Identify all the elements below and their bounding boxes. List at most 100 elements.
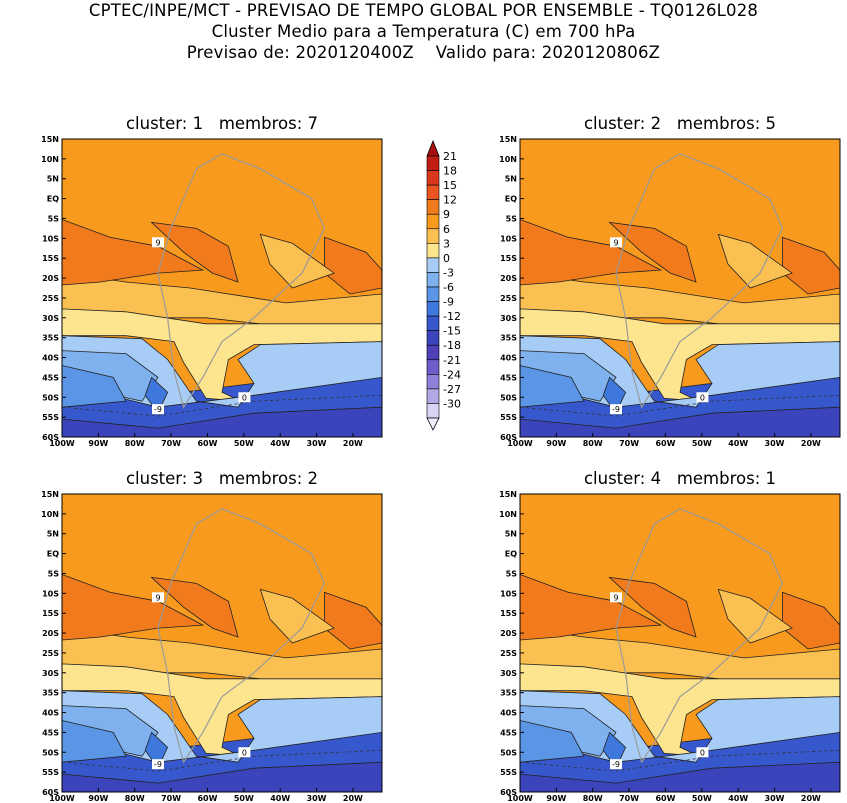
color-bar-label: 9: [443, 208, 450, 221]
color-bar-swatch: [426, 272, 440, 288]
lon-tick-label: 70W: [161, 439, 181, 448]
map-panel-1: 9 0 -9: [62, 139, 382, 437]
lat-tick-label: 5N: [47, 175, 59, 184]
color-bar-swatch: [426, 228, 440, 244]
lat-tick-label: 40S: [500, 709, 517, 718]
lon-tick-label: 80W: [583, 794, 603, 803]
contour-label: 9: [155, 593, 160, 602]
lat-tick-label: 10S: [500, 234, 517, 243]
lon-tick-label: 20W: [801, 439, 821, 448]
color-bar-swatch: [426, 301, 440, 317]
lat-tick-label: 25S: [42, 649, 59, 658]
color-bar-swatch: [426, 344, 440, 361]
panel-1-title: cluster: 1 membros: 7: [125, 114, 319, 133]
lat-tick-label: 15S: [500, 609, 517, 618]
lon-tick-label: 60W: [655, 439, 675, 448]
lon-tick-label: 90W: [88, 439, 108, 448]
lon-tick-label: 30W: [765, 794, 785, 803]
color-bar-label: -21: [443, 354, 461, 367]
lon-tick-label: 100W: [49, 439, 75, 448]
contour-label: 0: [242, 393, 247, 402]
lon-tick-label: 40W: [728, 794, 748, 803]
lat-tick-label: 20S: [42, 629, 59, 638]
color-bar-label: 15: [443, 179, 457, 192]
lat-tick-label: 60S: [500, 788, 517, 797]
lon-tick-label: 30W: [765, 439, 785, 448]
lon-tick-label: 20W: [343, 794, 363, 803]
lon-tick-label: 80W: [583, 439, 603, 448]
lat-tick-label: 40S: [42, 709, 59, 718]
lat-tick-label: 55S: [42, 413, 59, 422]
color-bar-label: -30: [443, 397, 461, 410]
lat-tick-label: 45S: [42, 373, 59, 382]
lat-tick-label: 50S: [42, 393, 59, 402]
color-bar-label: 3: [443, 237, 450, 250]
color-bar-label: -9: [443, 296, 454, 309]
lat-tick-label: 5S: [506, 569, 518, 578]
contour-label: 9: [155, 238, 160, 247]
lon-tick-label: 90W: [546, 439, 566, 448]
color-bar-swatch: [426, 374, 440, 390]
lon-tick-label: 100W: [507, 794, 533, 803]
contour-label: 0: [700, 748, 705, 757]
lat-tick-label: 15S: [500, 254, 517, 263]
color-bar-label: -27: [443, 383, 461, 396]
map-panel-4: 9 0 -9: [520, 494, 840, 792]
lat-tick-label: 5S: [48, 214, 60, 223]
lon-tick-label: 60W: [197, 439, 217, 448]
lon-tick-label: 90W: [546, 794, 566, 803]
lon-tick-label: 50W: [234, 439, 254, 448]
color-bar-swatch: [426, 170, 440, 186]
panel-4-title: cluster: 4 membros: 1: [583, 469, 777, 488]
color-bar-label: -6: [443, 281, 454, 294]
lat-tick-label: 30S: [500, 669, 517, 678]
lon-tick-label: 50W: [692, 439, 712, 448]
lat-tick-label: 30S: [500, 314, 517, 323]
lat-tick-label: 5S: [506, 214, 518, 223]
color-bar-swatch: [426, 199, 440, 215]
color-bar-label: -3: [443, 266, 454, 279]
contour-label: 9: [613, 238, 618, 247]
lat-tick-label: 15N: [499, 490, 517, 499]
lat-tick-label: 10S: [500, 589, 517, 598]
header-line-2: Cluster Medio para a Temperatura (C) em …: [211, 22, 636, 41]
map-panel-3: 9 0 -9: [62, 494, 382, 792]
lat-tick-label: 15N: [499, 135, 517, 144]
lat-tick-label: 30S: [42, 314, 59, 323]
lat-tick-label: 25S: [42, 294, 59, 303]
lat-tick-label: 55S: [500, 413, 517, 422]
lat-tick-label: 20S: [500, 629, 517, 638]
lon-tick-label: 40W: [270, 794, 290, 803]
lat-tick-label: 30S: [42, 669, 59, 678]
lat-tick-label: 55S: [500, 768, 517, 777]
lon-tick-label: 30W: [307, 439, 327, 448]
color-bar-swatch: [426, 330, 440, 346]
color-bar-swatch: [426, 184, 440, 200]
lat-tick-label: 45S: [500, 728, 517, 737]
color-bar-label: -24: [443, 368, 461, 381]
lon-tick-label: 100W: [507, 439, 533, 448]
lat-tick-label: EQ: [505, 195, 517, 204]
lat-tick-label: 5S: [48, 569, 60, 578]
lat-tick-label: EQ: [47, 195, 59, 204]
contour-label: -9: [154, 760, 162, 769]
lat-tick-label: 60S: [42, 433, 59, 442]
lat-tick-label: 25S: [500, 649, 517, 658]
color-bar-label: -18: [443, 339, 461, 352]
lat-tick-label: 60S: [500, 433, 517, 442]
lon-tick-label: 80W: [125, 439, 145, 448]
lat-tick-label: 50S: [42, 748, 59, 757]
color-bar-swatch: [426, 286, 440, 302]
lon-tick-label: 40W: [270, 439, 290, 448]
contour-label: -9: [612, 405, 620, 414]
lat-tick-label: 10N: [41, 155, 59, 164]
lon-tick-label: 60W: [655, 794, 675, 803]
contour-label: -9: [612, 760, 620, 769]
contour-label: -9: [154, 405, 162, 414]
lat-tick-label: 45S: [42, 728, 59, 737]
color-bar-swatch: [426, 388, 440, 404]
header-line-1: CPTEC/INPE/MCT - PREVISAO DE TEMPO GLOBA…: [88, 1, 759, 20]
color-bar-label: 21: [443, 150, 457, 163]
